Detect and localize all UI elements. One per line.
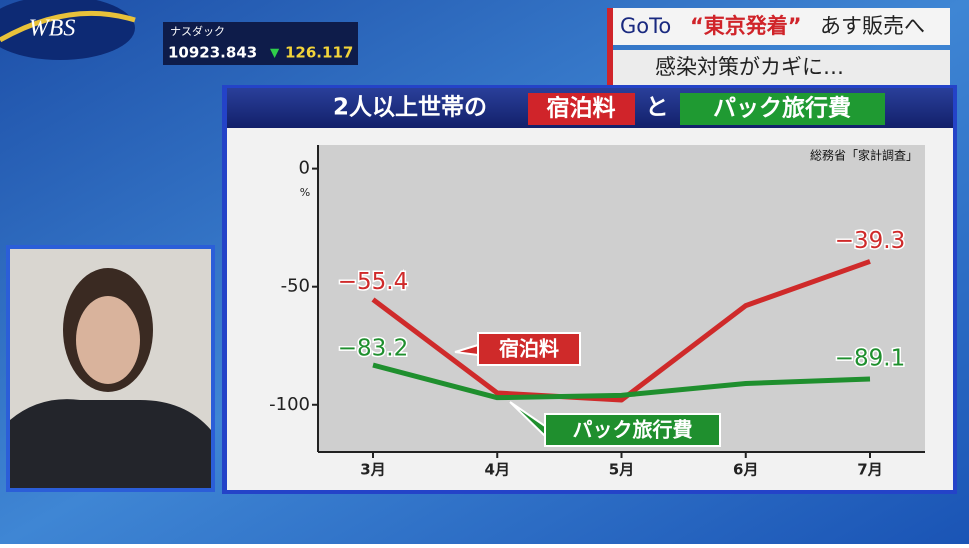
- value-label: −55.4: [338, 269, 408, 295]
- logo: WBS: [29, 16, 76, 42]
- title-part: パック旅行費: [713, 95, 851, 122]
- y-tick-label: 0: [299, 158, 310, 179]
- legend-label: パック旅行費: [573, 418, 693, 442]
- headline-2: 感染対策がカギに…: [655, 55, 844, 79]
- ticker-name: ナスダック: [170, 24, 225, 38]
- title-tag: [680, 93, 885, 125]
- presenter-body: [10, 399, 211, 488]
- x-tick-label: 3月: [360, 461, 385, 479]
- x-tick-label: 7月: [857, 461, 882, 479]
- ticker-change: 126.117: [285, 44, 353, 62]
- legend-box: [544, 413, 721, 447]
- x-tick-label: 5月: [609, 461, 634, 479]
- logo-swoosh: [0, 10, 136, 43]
- y-unit: %: [300, 186, 310, 199]
- title-part: 2人以上世帯の: [333, 94, 487, 121]
- ticker-value: 10923.843: [168, 44, 257, 62]
- plot-area: [318, 145, 925, 452]
- series-line: [372, 362, 871, 401]
- headline-box-2: [613, 50, 950, 85]
- title-tag: [528, 93, 635, 125]
- title-part: と: [646, 95, 669, 121]
- value-label: −83.2: [338, 336, 408, 362]
- title-part: 宿泊料: [547, 95, 616, 122]
- headline-box: [607, 8, 950, 45]
- headline-1b: “東京発着”: [690, 14, 802, 38]
- headline-bar: [607, 8, 613, 85]
- presenter-face: [76, 296, 140, 384]
- series-line: [371, 259, 871, 403]
- x-tick-label: 6月: [733, 461, 758, 479]
- legend-label: 宿泊料: [499, 337, 559, 361]
- headline-1a: GoTo: [620, 14, 671, 38]
- legend-box: [477, 332, 581, 366]
- source: 総務省「家計調査」: [810, 148, 918, 163]
- y-tick-label: -50: [281, 276, 310, 297]
- value-label: −89.1: [835, 346, 905, 372]
- x-tick-label: 4月: [485, 461, 510, 479]
- ticker-sign: ▼: [270, 46, 280, 60]
- y-tick-label: -100: [269, 394, 310, 415]
- headline-1c: あす販売へ: [820, 14, 925, 38]
- ticker-box: [163, 22, 358, 65]
- value-label: −39.3: [835, 228, 905, 254]
